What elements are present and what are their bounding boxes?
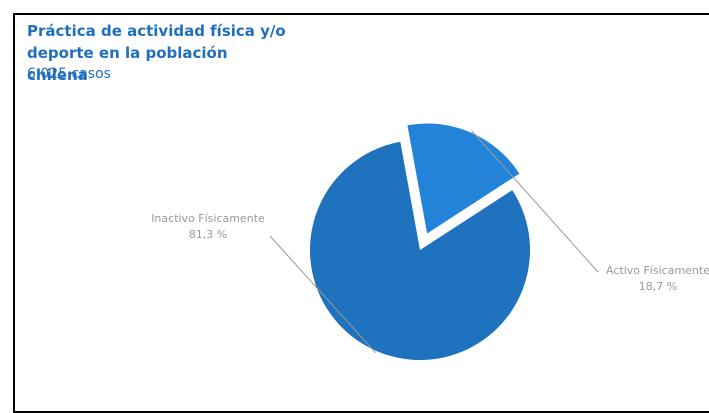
- leader-line: [269, 235, 376, 354]
- pie-chart: Inactivo Físicamente 81,3 % Activo Físic…: [151, 123, 709, 360]
- chart-subtitle: 6.025 casos: [27, 66, 111, 82]
- slice-label-inactivo: Inactivo Físicamente: [151, 212, 265, 225]
- leader-line: [471, 130, 599, 273]
- slice-label-activo: Activo Físicamente: [606, 264, 709, 277]
- slice-value-activo: 18,7 %: [639, 280, 677, 293]
- chart-title: Práctica de actividad física y/o deporte…: [27, 22, 286, 84]
- slice-activo: [407, 123, 520, 234]
- slice-value-inactivo: 81,3 %: [189, 228, 227, 241]
- slice-inactivo: [309, 141, 530, 360]
